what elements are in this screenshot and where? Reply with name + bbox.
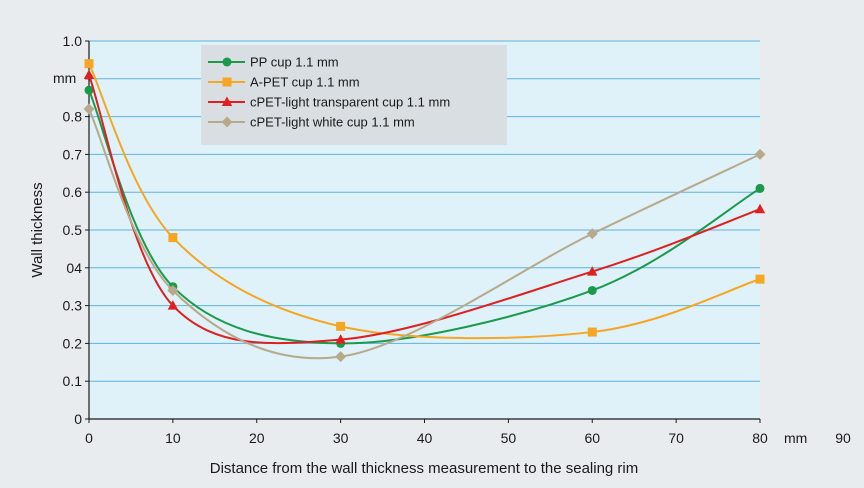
y-axis-unit: mm — [53, 70, 76, 86]
legend-marker — [221, 96, 233, 106]
data-point — [586, 228, 598, 240]
x-tick-label: 70 — [668, 430, 684, 446]
y-tick-label: 0.6 — [63, 184, 83, 200]
legend-item: cPET-light white cup 1.1 mm — [208, 115, 415, 130]
legend-item: A-PET cup 1.1 mm — [208, 75, 360, 90]
x-tick-label: 20 — [249, 430, 265, 446]
series-4 — [83, 103, 766, 363]
x-tick-label: 40 — [417, 430, 433, 446]
x-tick-label: 0 — [85, 430, 93, 446]
legend-marker — [221, 116, 233, 128]
legend-item: cPET-light transparent cup 1.1 mm — [208, 95, 450, 110]
data-point — [83, 69, 95, 80]
data-point — [167, 300, 179, 310]
y-axis-title: Wall thickness — [29, 182, 46, 277]
series-line — [88, 89, 761, 345]
legend-item: PP cup 1.1 mm — [208, 55, 339, 70]
series-2 — [84, 59, 765, 340]
y-tick-labels: 0 0.1 0.2 0.3 04 0.5 0.6 0.7 0.8 1.0 — [63, 33, 83, 427]
x-tick-label: 10 — [165, 430, 181, 446]
legend: PP cup 1.1 mm A-PET cup 1.1 mm cPET-light … — [201, 45, 507, 145]
legend-label: A-PET cup 1.1 mm — [250, 75, 360, 90]
x-tick-label: 50 — [501, 430, 517, 446]
x-tick-label: 80 — [752, 430, 768, 446]
data-point — [587, 285, 597, 295]
legend-marker — [222, 57, 232, 67]
data-point — [754, 148, 766, 160]
series-group — [83, 59, 766, 363]
y-tick-label: 1.0 — [63, 33, 83, 49]
data-point — [335, 351, 347, 363]
legend-label: cPET-light white cup 1.1 mm — [250, 115, 415, 130]
data-point — [167, 284, 179, 296]
y-tick-label: 0.8 — [63, 109, 83, 125]
y-tick-label: 0.5 — [63, 222, 83, 238]
x-tick-labels: 0 10 20 30 40 50 60 70 80 90 — [85, 430, 851, 446]
grid-lines — [89, 40, 760, 382]
data-point — [755, 183, 765, 193]
y-tick-label: 0.1 — [63, 373, 83, 389]
x-tick-label: 60 — [584, 430, 600, 446]
data-point — [754, 203, 766, 214]
data-point — [84, 59, 94, 69]
data-point — [755, 274, 765, 284]
legend-box — [201, 45, 507, 145]
y-tick-label: 0.3 — [63, 298, 83, 314]
data-point — [168, 233, 178, 243]
data-point — [83, 103, 95, 115]
data-point — [335, 334, 346, 344]
data-point — [336, 321, 346, 331]
x-tick-label: 30 — [333, 430, 349, 446]
legend-label: cPET-light transparent cup 1.1 mm — [250, 95, 450, 110]
legend-label: PP cup 1.1 mm — [250, 55, 339, 70]
x-axis-unit: mm — [784, 430, 807, 446]
data-point — [587, 327, 597, 337]
x-tick-label: 90 — [835, 430, 851, 446]
y-tick-label: 04 — [66, 260, 82, 276]
y-tick-label: 0 — [74, 411, 82, 427]
x-axis-title: Distance from the wall thickness measure… — [210, 460, 639, 477]
data-point — [587, 266, 598, 276]
y-tick-label: 0.2 — [63, 335, 83, 351]
legend-marker — [222, 77, 232, 87]
y-tick-label: 0.7 — [63, 146, 83, 162]
data-point — [84, 85, 94, 95]
